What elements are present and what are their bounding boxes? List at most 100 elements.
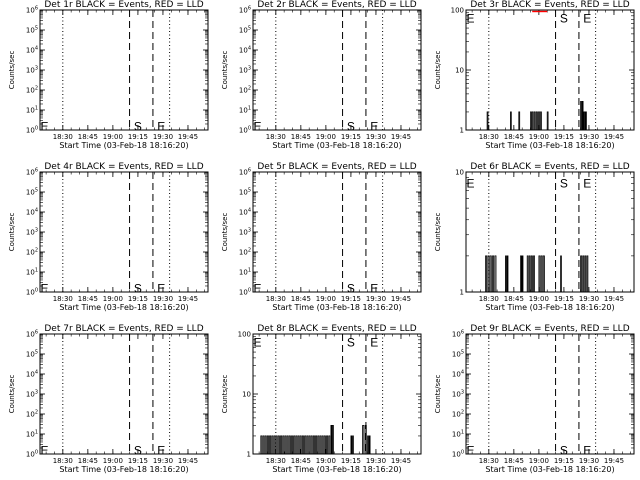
x-tick-label: 19:15 (341, 133, 361, 141)
x-tick-label: 19:30 (153, 457, 173, 465)
event-rate-burst (330, 425, 335, 455)
y-tick-label: 103 (26, 228, 38, 237)
x-tick-label: 19:45 (391, 295, 411, 303)
x-tick-label: 18:30 (266, 295, 286, 303)
y-axis-label: Counts/sec (221, 51, 229, 90)
y-tick-label: 106 (26, 6, 38, 15)
detector-panel: Det 1r BLACK = Events, RED = LLD 100 101 10… (8, 0, 209, 150)
y-tick-label: 102 (239, 248, 251, 257)
y-tick-label: 100 (452, 450, 464, 459)
x-tick-label: 19:00 (316, 457, 336, 465)
time-marker-label: E (157, 119, 165, 133)
y-axis-label: Counts/sec (434, 213, 442, 252)
detector-panel: Det 6r BLACK = Events, RED = LLD 1 10 18:30… (434, 162, 635, 312)
detector-panel: Det 8r BLACK = Events, RED = LLD 1 10 100 18… (221, 324, 422, 474)
y-tick-label: 102 (452, 410, 464, 419)
time-marker-label: E (370, 336, 378, 350)
time-marker-label: E (370, 119, 378, 133)
y-tick-label: 104 (26, 208, 38, 217)
x-tick-label: 18:30 (53, 295, 73, 303)
x-axis-label: Start Time (03-Feb-18 18:16:20) (485, 465, 614, 474)
panel-title: Det 4r BLACK = Events, RED = LLD (44, 162, 203, 172)
x-tick-label: 18:30 (53, 133, 73, 141)
panel-title: Det 3r BLACK = Events, RED = LLD (470, 0, 629, 10)
event-rate-burst (362, 425, 368, 455)
event-rate-burst (367, 435, 371, 455)
x-axis-label: Start Time (03-Feb-18 18:16:20) (272, 465, 401, 474)
y-tick-label: 1 (460, 127, 464, 135)
plot-frame (252, 171, 422, 293)
y-tick-label: 104 (26, 370, 38, 379)
x-tick-label: 19:30 (366, 133, 386, 141)
y-axis-label: Counts/sec (221, 213, 229, 252)
plot-frame (465, 9, 635, 131)
y-tick-label: 101 (452, 430, 464, 439)
x-axis-label: Start Time (03-Feb-18 18:16:20) (59, 303, 188, 312)
x-tick-label: 19:00 (529, 133, 549, 141)
x-tick-label: 19:15 (554, 457, 574, 465)
detector-panel: Det 5r BLACK = Events, RED = LLD 100 101 10… (221, 162, 422, 312)
time-marker-label: E (370, 281, 378, 295)
event-rate-burst (580, 101, 584, 131)
time-marker-label: E (40, 119, 48, 133)
y-tick-label: 105 (26, 350, 38, 359)
panel-title: Det 5r BLACK = Events, RED = LLD (257, 162, 416, 172)
time-marker-label: S (347, 281, 355, 295)
panel-title: Det 7r BLACK = Events, RED = LLD (44, 324, 203, 334)
x-tick-label: 19:45 (391, 457, 411, 465)
y-tick-label: 102 (26, 86, 38, 95)
y-tick-label: 103 (239, 228, 251, 237)
y-tick-label: 100 (26, 126, 38, 135)
y-tick-label: 10 (455, 169, 464, 177)
y-tick-label: 106 (26, 330, 38, 339)
time-marker-label: S (560, 443, 568, 457)
time-marker-label: E (466, 443, 474, 457)
y-tick-label: 104 (239, 46, 251, 55)
y-tick-label: 102 (239, 86, 251, 95)
x-tick-label: 19:00 (103, 295, 123, 303)
detector-panel: Det 3r BLACK = Events, RED = LLD 1 10 100 18… (434, 0, 635, 150)
event-rate-burst (580, 255, 589, 293)
detector-panel: Det 7r BLACK = Events, RED = LLD 100 101 10… (8, 324, 209, 474)
y-tick-label: 102 (26, 410, 38, 419)
plot-frame (465, 171, 635, 293)
x-tick-label: 19:00 (316, 295, 336, 303)
time-marker-label: E (583, 443, 591, 457)
event-rate-burst (560, 255, 563, 293)
y-tick-label: 10 (455, 67, 464, 75)
panel-title: Det 8r BLACK = Events, RED = LLD (257, 324, 416, 334)
y-tick-label: 101 (26, 268, 38, 277)
time-marker-label: E (157, 281, 165, 295)
time-marker-label: S (560, 177, 568, 191)
x-tick-label: 19:15 (554, 133, 574, 141)
y-tick-label: 105 (452, 350, 464, 359)
x-tick-label: 19:15 (554, 295, 574, 303)
plot-frame (39, 171, 209, 293)
x-tick-label: 19:15 (128, 133, 148, 141)
x-tick-label: 19:45 (178, 295, 198, 303)
x-tick-label: 19:15 (341, 295, 361, 303)
time-marker-label: E (40, 443, 48, 457)
detector-panel: Det 2r BLACK = Events, RED = LLD 100 101 10… (221, 0, 422, 150)
y-tick-label: 101 (26, 106, 38, 115)
x-tick-label: 18:45 (78, 295, 98, 303)
x-axis-label: Start Time (03-Feb-18 18:16:20) (272, 141, 401, 150)
panel-title: Det 2r BLACK = Events, RED = LLD (257, 0, 416, 10)
x-tick-label: 19:30 (366, 457, 386, 465)
y-tick-label: 100 (239, 288, 251, 297)
y-tick-label: 104 (452, 370, 464, 379)
panel-title: Det 9r BLACK = Events, RED = LLD (470, 324, 629, 334)
x-tick-label: 18:30 (53, 457, 73, 465)
x-tick-label: 18:30 (266, 457, 286, 465)
time-marker-label: E (466, 12, 474, 26)
x-tick-label: 18:45 (504, 133, 524, 141)
y-tick-label: 103 (452, 390, 464, 399)
event-rate-burst (530, 111, 533, 131)
y-tick-label: 103 (26, 390, 38, 399)
time-marker-label: E (466, 177, 474, 191)
y-tick-label: 103 (239, 66, 251, 75)
time-marker-label: S (347, 336, 355, 350)
x-tick-label: 19:45 (178, 133, 198, 141)
time-marker-label: S (134, 443, 142, 457)
y-tick-label: 103 (26, 66, 38, 75)
